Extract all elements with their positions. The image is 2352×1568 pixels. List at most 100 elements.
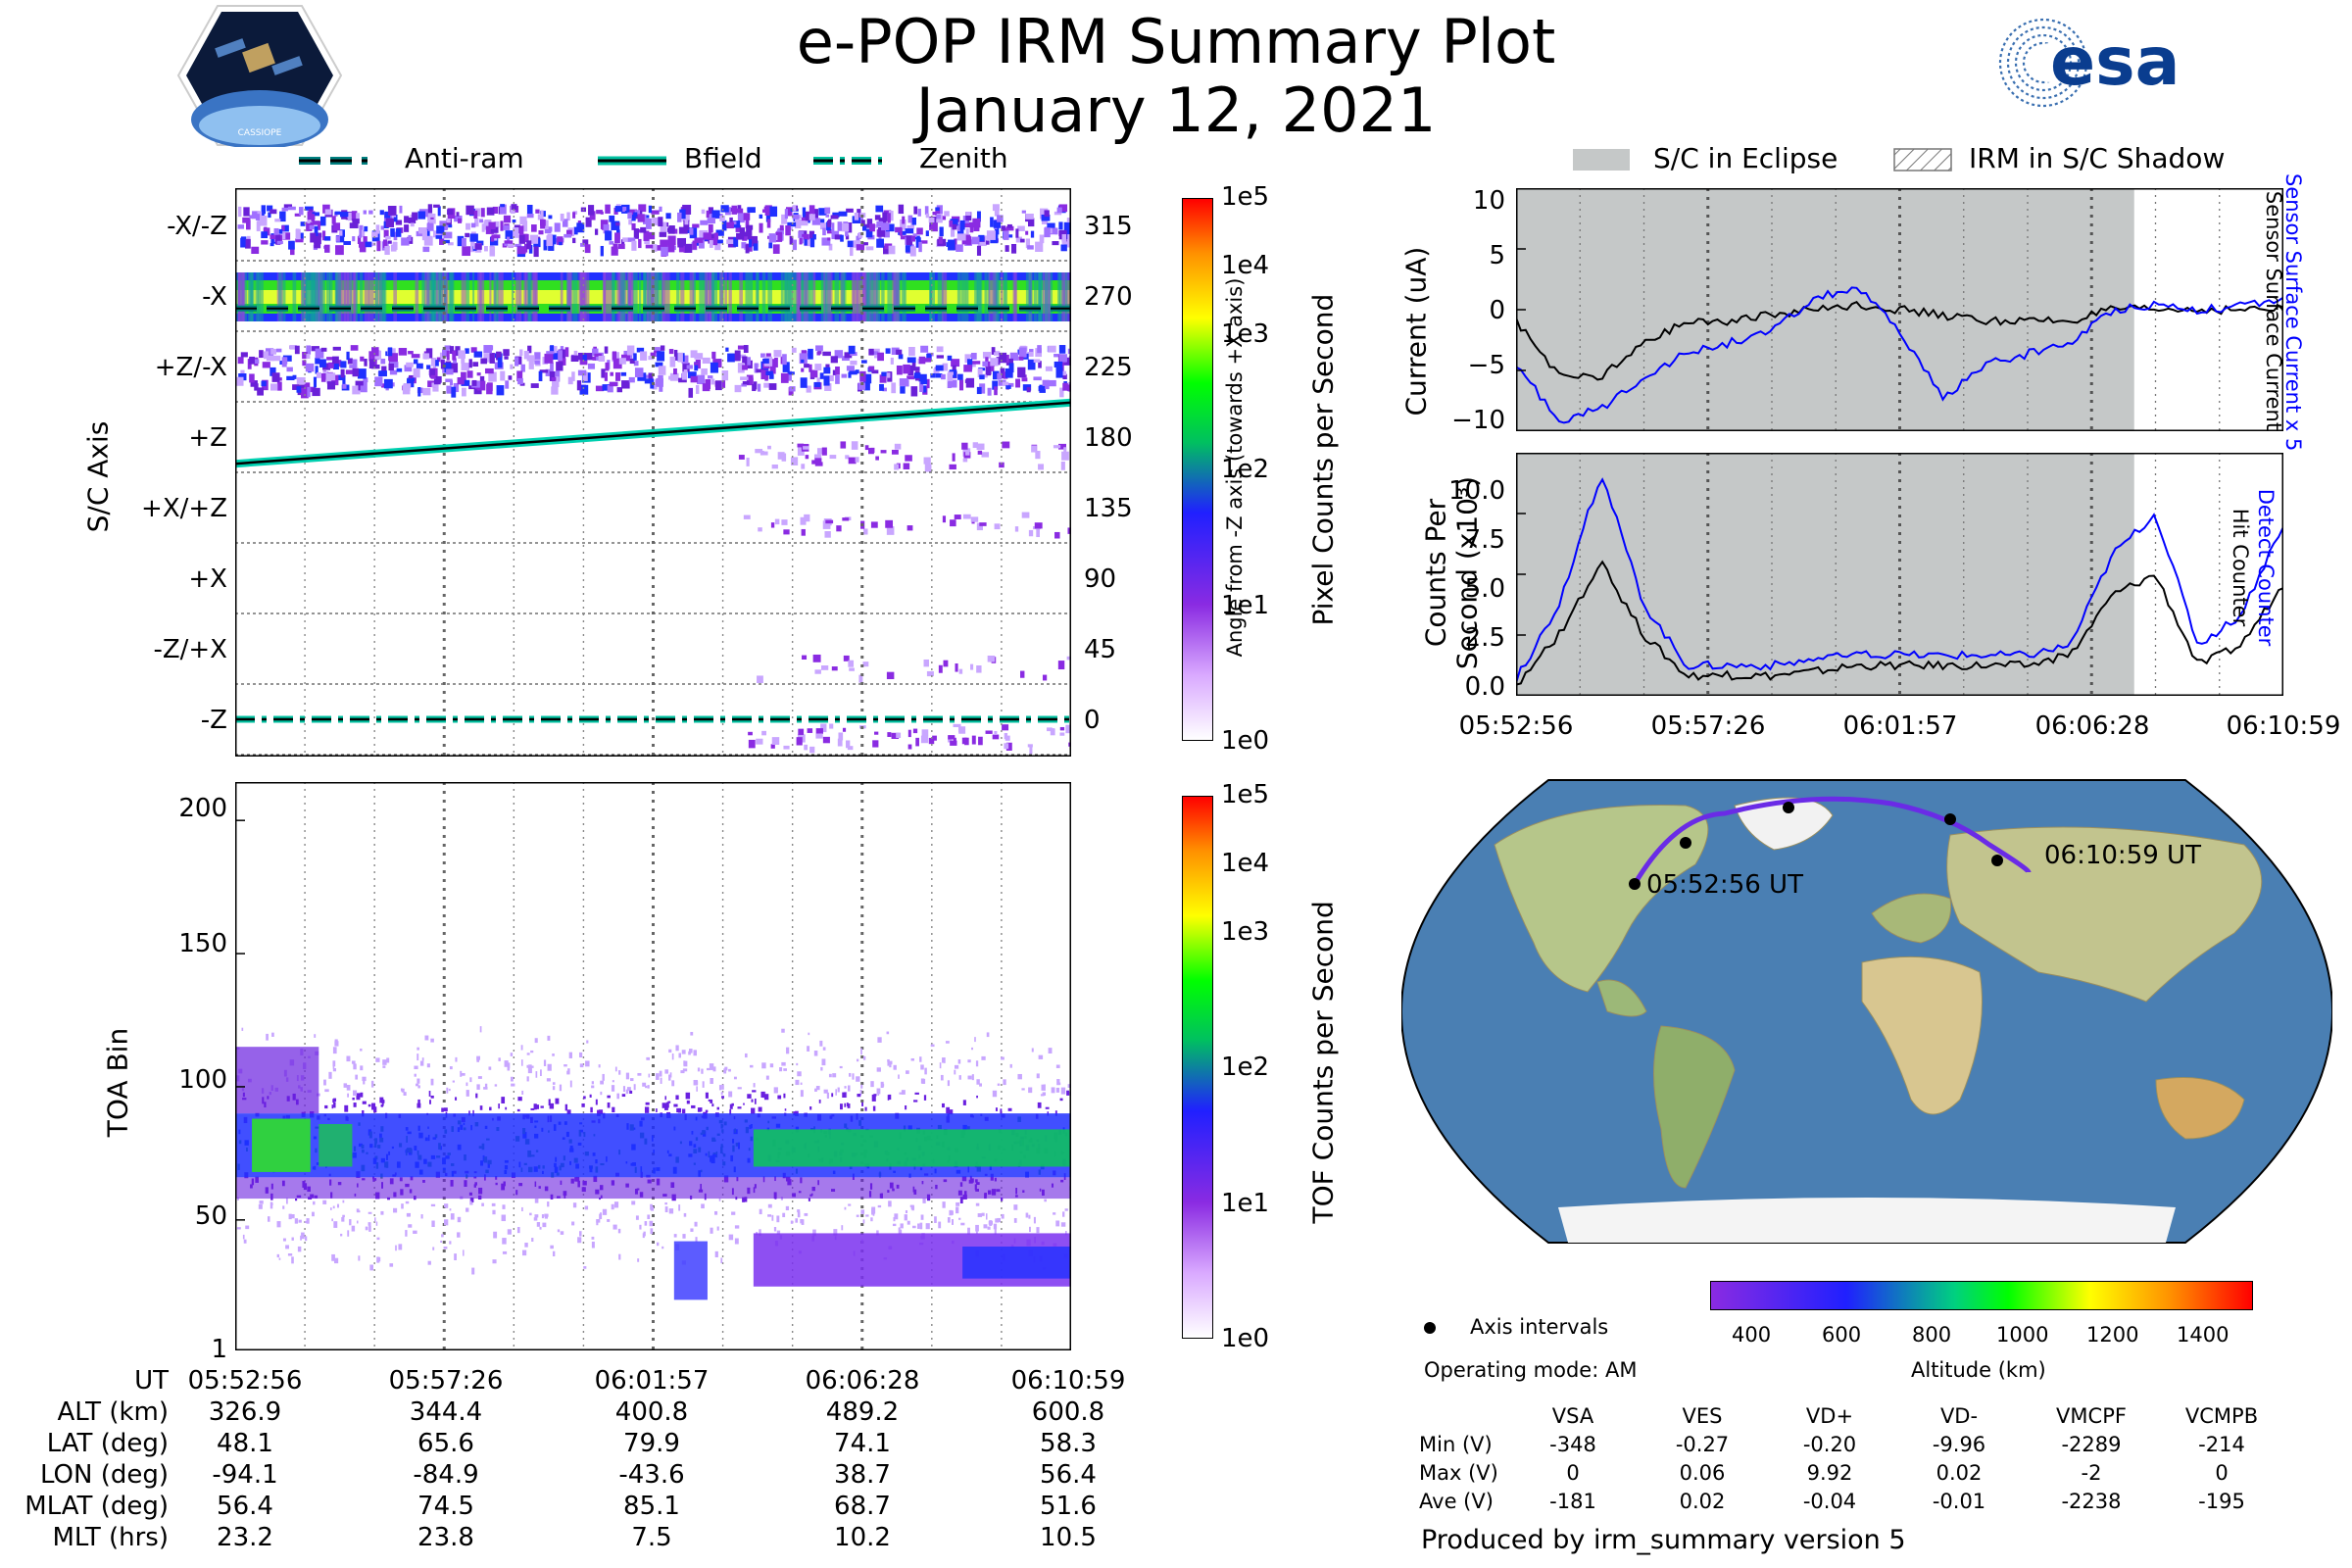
heat-cell (1034, 522, 1043, 529)
toa-cell (270, 1201, 273, 1209)
heat-cell (710, 238, 718, 246)
toa-cell (472, 1109, 474, 1117)
heat-cell (572, 212, 576, 219)
heat-cell (648, 372, 654, 381)
heat-cell (835, 367, 840, 375)
axis-tick-label: -X (202, 282, 227, 312)
heat-cell (550, 345, 555, 355)
heat-cell (572, 272, 578, 321)
heat-cell (343, 240, 352, 245)
toa-cell (669, 1072, 672, 1078)
toa-cell (352, 1097, 355, 1101)
heat-cell (1059, 726, 1065, 731)
heat-cell (992, 734, 1000, 740)
track-point (1680, 837, 1691, 849)
heat-cell (1002, 381, 1009, 386)
heat-cell (340, 368, 345, 378)
heat-cell (943, 660, 949, 667)
toa-cell (949, 1209, 953, 1216)
toa-cell (602, 1208, 608, 1215)
heat-cell (350, 345, 359, 351)
heat-cell (876, 272, 881, 321)
heat-cell (548, 215, 553, 220)
heat-cell (765, 370, 773, 375)
heat-cell (566, 212, 570, 221)
toa-cell (693, 1050, 697, 1056)
toa-cell (822, 1047, 826, 1051)
toa-cell (1060, 1222, 1066, 1227)
heat-cell (251, 246, 260, 255)
toa-cell (559, 1084, 563, 1092)
ephem-value: 10.5 (1040, 1523, 1097, 1552)
toa-cell (445, 1203, 449, 1208)
toa-cell (860, 1084, 863, 1089)
heat-cell (862, 662, 869, 667)
toa-cell (691, 1104, 696, 1108)
heat-cell (626, 345, 635, 356)
heat-cell (465, 348, 469, 354)
heat-cell (741, 383, 747, 387)
heat-cell (320, 347, 327, 352)
toa-cell (346, 1055, 351, 1062)
heat-cell (860, 360, 867, 364)
heat-cell (1017, 225, 1025, 231)
heat-cell (448, 224, 453, 228)
heat-cell (422, 387, 431, 396)
ephem-value: 85.1 (623, 1492, 680, 1521)
toa-cell (492, 1209, 496, 1215)
heat-cell (709, 272, 711, 321)
toa-cell (369, 1264, 374, 1271)
heat-cell (942, 515, 947, 523)
heat-cell (615, 222, 620, 226)
heat-cell (279, 360, 284, 366)
heat-cell (607, 384, 613, 393)
toa-cell (779, 1067, 783, 1072)
heat-cell (823, 367, 831, 374)
heat-cell (835, 374, 840, 384)
heat-cell (912, 367, 920, 371)
heat-cell (907, 365, 914, 376)
toa-cell (521, 1090, 524, 1095)
toa-cell (959, 1197, 963, 1204)
heat-cell (907, 729, 911, 738)
heat-cell (408, 234, 412, 242)
toa-cell (530, 1065, 534, 1068)
toa-cell (243, 1239, 247, 1244)
toa-cell (649, 1220, 654, 1227)
toa-cell (919, 1222, 923, 1230)
counts-panel-plot (1516, 453, 2283, 696)
toa-cell (865, 1214, 869, 1217)
heat-cell (920, 345, 929, 353)
heat-cell (379, 210, 384, 216)
heat-cell (1029, 272, 1032, 321)
heat-cell (368, 359, 375, 368)
heat-cell (410, 222, 415, 227)
heat-cell (603, 272, 606, 321)
ephem-value: 23.2 (217, 1523, 273, 1552)
toa-cell (728, 1068, 731, 1072)
toa-cell (971, 1074, 974, 1081)
heat-cell (480, 208, 485, 218)
toa-tick-label: 150 (178, 929, 227, 958)
heat-cell (551, 350, 560, 360)
toa-cell (466, 1090, 469, 1097)
heat-cell (433, 204, 440, 208)
toa-cell (697, 1067, 701, 1072)
heat-cell (937, 272, 944, 321)
toa-cell (987, 1226, 991, 1230)
toa-cell (901, 1090, 906, 1095)
heat-cell (432, 230, 441, 238)
heat-cell (416, 363, 423, 369)
heat-cell (384, 245, 390, 256)
legend-zenith: Zenith (919, 142, 1008, 174)
heat-cell (1067, 527, 1071, 534)
heat-cell (315, 348, 324, 359)
heat-cell (461, 379, 470, 386)
toa-cell (648, 1073, 651, 1078)
heat-cell (918, 241, 922, 253)
heat-cell (385, 235, 391, 240)
ephem-row-label: ALT (km) (57, 1397, 169, 1427)
alt-tick-label: 1000 (1996, 1323, 2049, 1347)
heat-cell (1018, 356, 1024, 361)
series-line-blue (1516, 286, 2283, 424)
